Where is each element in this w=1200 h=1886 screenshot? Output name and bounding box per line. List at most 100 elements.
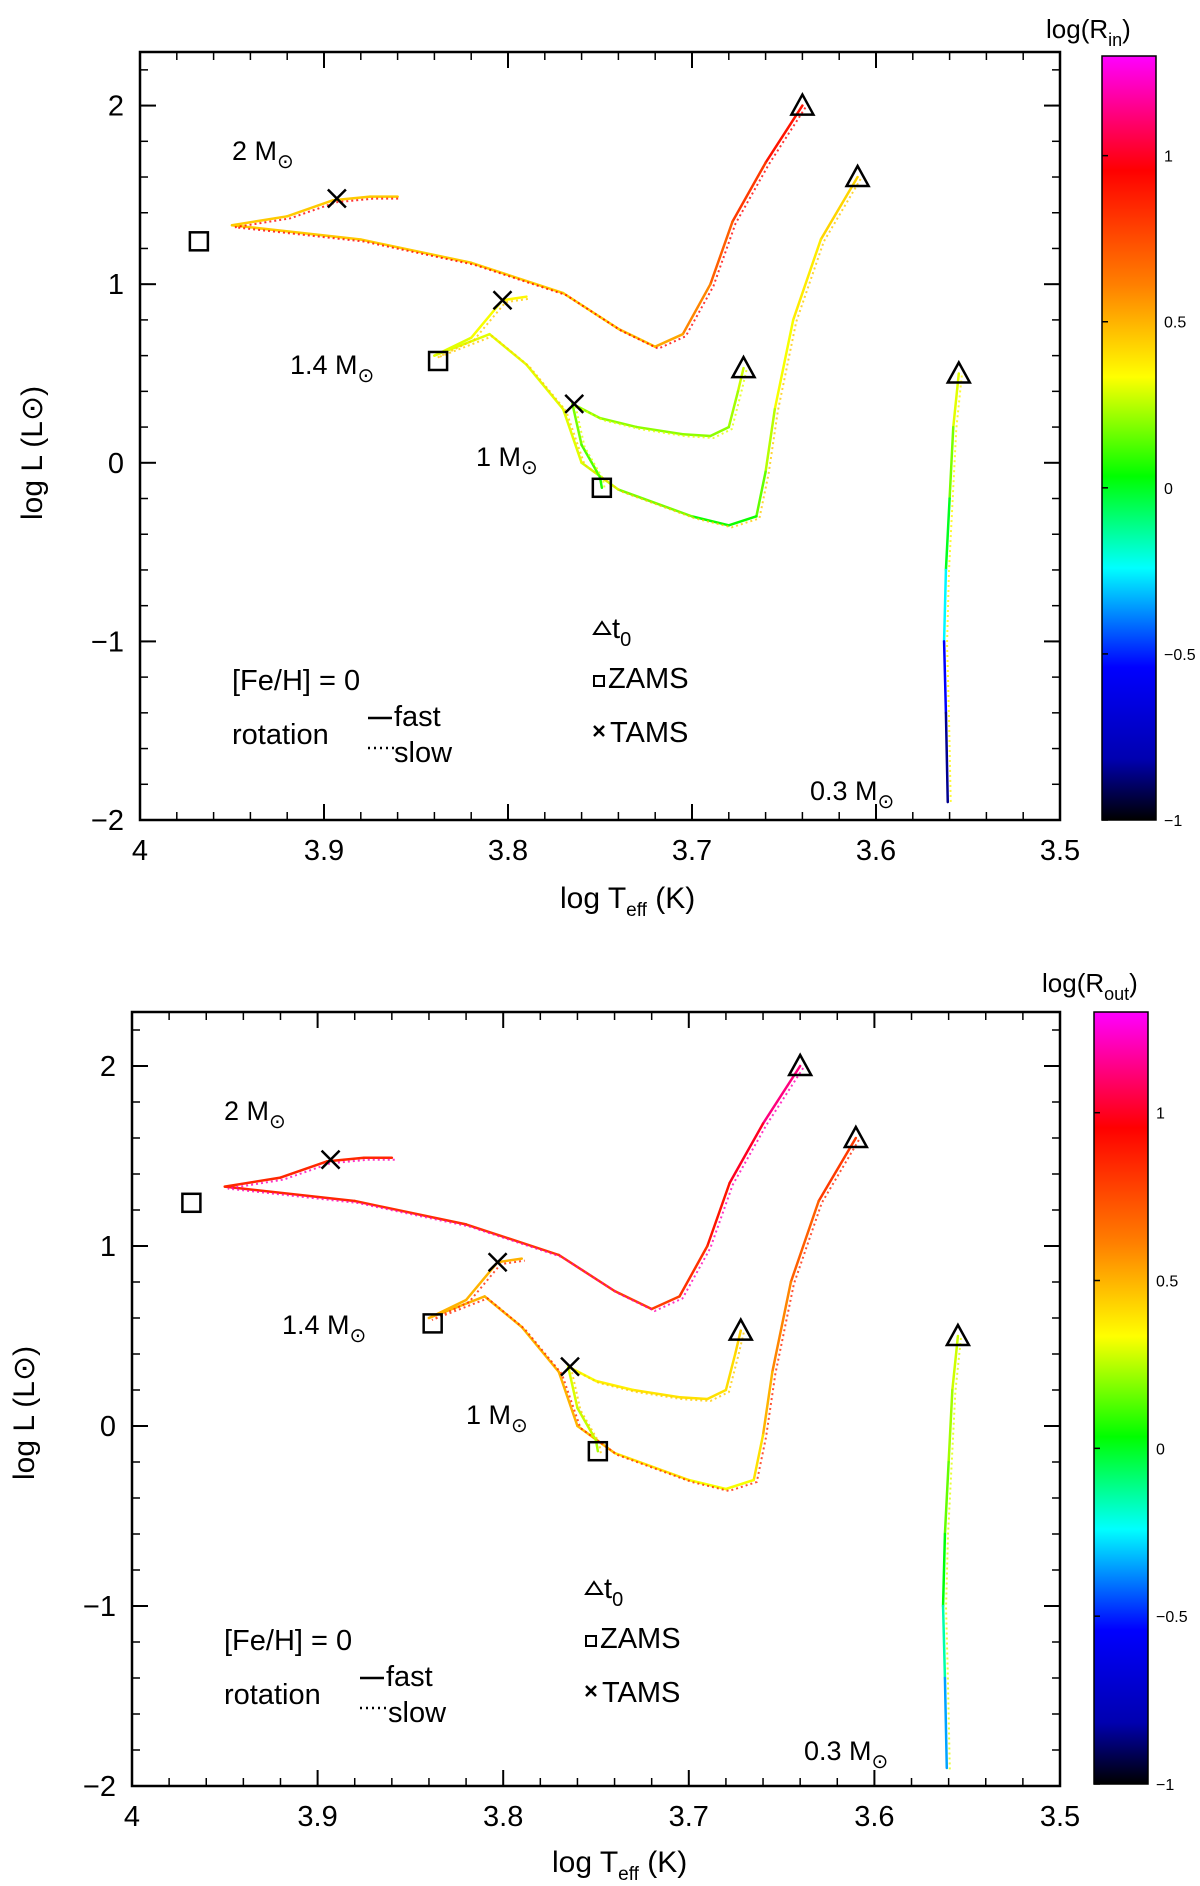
t0-marker <box>844 163 871 188</box>
track-segment <box>761 1370 774 1437</box>
track-segment <box>727 515 758 527</box>
legend: [Fe/H] = 0 rotation fast slow t0 ZAMS TA… <box>232 613 689 769</box>
track-segment <box>706 1388 728 1401</box>
colorbar-tick-label: 0 <box>1164 481 1173 498</box>
legend-slow: slow <box>394 737 453 769</box>
t0-marker <box>730 354 757 379</box>
legend-zams: ZAMS <box>608 663 689 695</box>
track-segment <box>681 432 712 438</box>
x-tick-label: 3.9 <box>297 1801 337 1833</box>
t0-marker <box>789 91 816 116</box>
legend-fast: fast <box>394 701 441 733</box>
track-segment <box>617 488 694 518</box>
zams-marker <box>422 1313 443 1334</box>
markers <box>188 91 972 499</box>
track-slow <box>945 1337 962 1771</box>
legend-tams: TAMS <box>610 717 688 749</box>
track-segment <box>580 443 602 479</box>
legend-rotation: rotation <box>232 719 329 751</box>
track-segment <box>279 1160 329 1179</box>
colorbar-tick-label: 1 <box>1156 1106 1165 1123</box>
x-axis-label: log Teff (K) <box>560 882 695 921</box>
zams-marker <box>591 477 613 499</box>
zams-marker <box>587 1440 609 1462</box>
legend-rotation: rotation <box>224 1679 321 1711</box>
track-segment <box>223 1185 356 1203</box>
colorbar-tick-label: 0.5 <box>1164 315 1186 332</box>
zams-marker <box>427 350 449 372</box>
track-segment <box>709 220 734 286</box>
colorbar-tick-label: −0.5 <box>1156 1609 1188 1626</box>
t0-marker <box>842 1124 869 1149</box>
tams-marker <box>326 188 347 209</box>
track-segment <box>687 1478 728 1491</box>
mass-label-1: 1 M⊙ <box>476 442 538 479</box>
track-0.3-Msun <box>942 372 963 805</box>
y-tick-label: −1 <box>91 626 124 658</box>
track-segment <box>727 390 740 429</box>
mass-label-0.3: 0.3 M⊙ <box>804 1736 888 1773</box>
track-segment <box>566 1365 579 1410</box>
track-slow <box>573 369 748 490</box>
track-segment <box>230 215 289 227</box>
mass-label-1.4: 1.4 M⊙ <box>290 350 374 387</box>
legend-fast: fast <box>386 1661 433 1693</box>
track-segment <box>635 425 685 436</box>
x-axis-label: log Teff (K) <box>552 1846 687 1885</box>
track-segment <box>942 568 948 643</box>
track-segment <box>941 1532 947 1608</box>
track-segment <box>653 332 685 348</box>
x-tick-label: 4 <box>124 1801 140 1833</box>
track-segment <box>736 366 745 393</box>
track-2-Msun <box>223 1064 805 1313</box>
x-tick-label: 3.7 <box>669 1801 709 1833</box>
track-segment <box>943 1460 950 1536</box>
x-axis-ticks: 4 3.9 3.8 3.7 3.6 3.5 <box>132 52 1080 867</box>
legend-feh: [Fe/H] = 0 <box>232 665 360 697</box>
track-segment <box>942 640 948 715</box>
legend-tams-symbol <box>593 725 605 737</box>
tams-marker <box>487 1252 508 1273</box>
track-segment <box>755 470 767 518</box>
legend-zams: ZAMS <box>600 1623 681 1655</box>
track-segment <box>571 402 583 447</box>
track-segment <box>681 282 712 336</box>
mass-label-2: 2 M⊙ <box>224 1096 286 1133</box>
track-segment <box>496 1257 524 1264</box>
y-tick-label: −2 <box>91 805 124 837</box>
x-tick-label: 3.6 <box>854 1801 894 1833</box>
x-axis-ticks: 4 3.9 3.8 3.7 3.6 3.5 <box>124 1012 1080 1833</box>
plot-frame <box>130 1010 1062 1788</box>
track-segment <box>557 1370 579 1428</box>
track-slow <box>234 107 807 350</box>
colorbar-tick-label: 1 <box>1164 149 1173 166</box>
plot-frame <box>138 50 1062 822</box>
legend-t0-symbol <box>584 1580 604 1595</box>
track-slow <box>436 178 862 529</box>
track-segment <box>724 1352 737 1392</box>
track-segment <box>819 175 859 241</box>
track-1-Msun <box>566 1329 745 1454</box>
tracks <box>230 104 963 805</box>
track-segment <box>650 1295 681 1311</box>
panel-top: 4 3.9 3.8 3.7 3.6 3.5 −2 −1 0 1 2 log Teff (K) lo… <box>16 14 1196 921</box>
x-tick-label: 3.8 <box>483 1801 523 1833</box>
colorbar-ticks: −1 −0.5 0 0.5 1 <box>1102 149 1196 830</box>
tracks <box>223 1064 962 1771</box>
track-1.4-Msun <box>427 1136 860 1493</box>
colorbar-tick-label: 0 <box>1156 1441 1165 1458</box>
track-segment <box>709 425 731 438</box>
track-segment <box>617 327 657 348</box>
track-segment <box>561 407 583 465</box>
colorbar-gradient <box>1093 1011 1149 1785</box>
track-segment <box>690 515 731 527</box>
legend-t0-symbol <box>592 620 612 635</box>
colorbar-ticks: −1 −0.5 0 0.5 1 <box>1094 1106 1188 1794</box>
colorbar-tick-label: −1 <box>1164 813 1182 830</box>
track-0.3-Msun <box>941 1334 962 1771</box>
legend-tams-symbol <box>585 1685 597 1697</box>
legend-zams-symbol <box>593 675 605 687</box>
y-tick-label: −1 <box>83 1591 116 1623</box>
track-segment <box>947 1388 954 1464</box>
track-segment <box>943 1676 949 1770</box>
